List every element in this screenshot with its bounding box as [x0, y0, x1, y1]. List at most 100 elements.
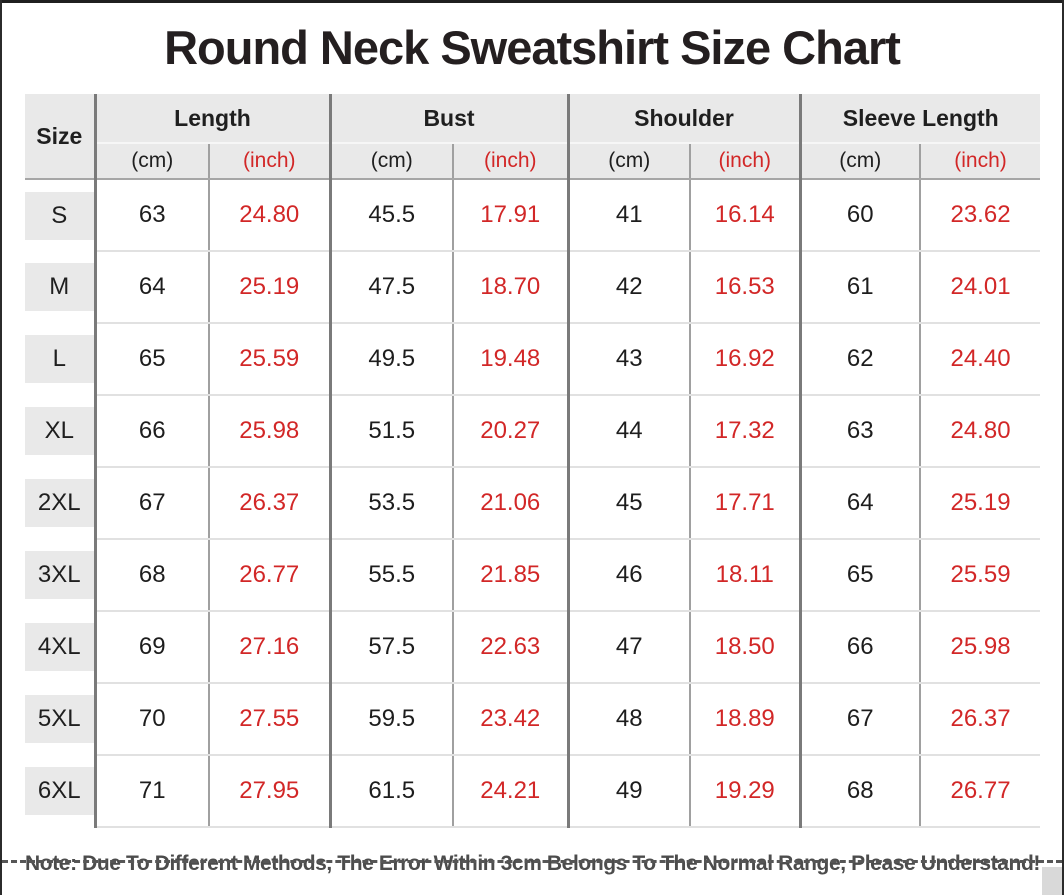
shoulder-cm-cell: 48 [566, 683, 690, 756]
size-label: XL [25, 407, 94, 455]
length-inch-cell: 24.80 [208, 179, 330, 252]
sleeve-inch-header: (inch) [919, 142, 1041, 180]
shoulder-cm-cell: 43 [566, 323, 690, 396]
sleeve-cm-cell: 68 [798, 755, 921, 828]
header-unit-row: (cm) (inch) (cm) (inch) (cm) (inch) (cm)… [25, 142, 1041, 180]
shoulder-cm-header: (cm) [566, 142, 690, 180]
sleeve-inch-cell: 23.62 [919, 179, 1041, 252]
bust-cm-cell: 49.5 [328, 323, 453, 396]
sleeve-inch-cell: 25.19 [919, 467, 1041, 540]
length-inch-cell: 26.77 [208, 539, 330, 612]
shoulder-inch-header: (inch) [688, 142, 801, 180]
frame-top-border [0, 0, 1064, 3]
bust-cm-cell: 57.5 [328, 611, 453, 684]
sleeve-inch-cell: 25.98 [919, 611, 1041, 684]
sleeve-cm-cell: 67 [798, 683, 921, 756]
sleeve-inch-cell: 26.77 [919, 755, 1041, 828]
length-cm-cell: 71 [93, 755, 209, 828]
table-row: L 65 25.59 49.5 19.48 43 16.92 62 24.40 [25, 323, 1041, 396]
bust-cm-cell: 51.5 [328, 395, 453, 468]
shoulder-cm-cell: 42 [566, 251, 690, 324]
size-label: M [25, 263, 94, 311]
bust-cm-cell: 55.5 [328, 539, 453, 612]
sleeve-cm-cell: 66 [798, 611, 921, 684]
shoulder-inch-cell: 18.11 [688, 539, 801, 612]
table-row: 4XL 69 27.16 57.5 22.63 47 18.50 66 25.9… [25, 611, 1041, 684]
size-chart-table: Size Length Bust Shoulder Sleeve Length … [25, 94, 1041, 828]
size-label: 2XL [25, 479, 94, 527]
sleeve-inch-cell: 26.37 [919, 683, 1041, 756]
length-cm-cell: 63 [93, 179, 209, 252]
bust-inch-header: (inch) [452, 142, 568, 180]
length-inch-header: (inch) [208, 142, 330, 180]
bust-cm-cell: 53.5 [328, 467, 453, 540]
frame-right-border [1062, 0, 1064, 895]
dashed-divider [2, 860, 1062, 863]
bust-inch-cell: 17.91 [452, 179, 568, 252]
size-label: 4XL [25, 623, 94, 671]
size-cell: 3XL [25, 539, 95, 611]
sleeve-inch-cell: 24.80 [919, 395, 1041, 468]
shoulder-inch-cell: 18.50 [688, 611, 801, 684]
shoulder-cm-cell: 46 [566, 539, 690, 612]
size-label: S [25, 191, 94, 240]
length-cm-cell: 66 [93, 395, 209, 468]
header-group-row: Size Length Bust Shoulder Sleeve Length [25, 94, 1041, 180]
size-cell: M [25, 251, 95, 323]
sleeve-inch-cell: 24.40 [919, 323, 1041, 396]
size-label: 3XL [25, 551, 94, 599]
size-cell: L [25, 323, 95, 395]
bust-inch-cell: 21.85 [452, 539, 568, 612]
table-row: 2XL 67 26.37 53.5 21.06 45 17.71 64 25.1… [25, 467, 1041, 540]
length-cm-cell: 64 [93, 251, 209, 324]
size-cell: 4XL [25, 611, 95, 683]
length-cm-header: (cm) [93, 142, 209, 180]
sleeve-cm-cell: 61 [798, 251, 921, 324]
shoulder-group-header: Shoulder [566, 94, 801, 143]
bust-cm-cell: 47.5 [328, 251, 453, 324]
page-title: Round Neck Sweatshirt Size Chart [164, 21, 901, 74]
shoulder-inch-cell: 17.71 [688, 467, 801, 540]
length-inch-cell: 25.19 [208, 251, 330, 324]
shoulder-inch-cell: 19.29 [688, 755, 801, 828]
shoulder-inch-cell: 18.89 [688, 683, 801, 756]
bust-inch-cell: 19.48 [452, 323, 568, 396]
shoulder-inch-cell: 16.53 [688, 251, 801, 324]
size-cell: 5XL [25, 683, 95, 755]
size-label: L [25, 335, 94, 383]
length-inch-cell: 25.98 [208, 395, 330, 468]
bust-cm-cell: 61.5 [328, 755, 453, 828]
length-inch-cell: 27.95 [208, 755, 330, 828]
table-row: XL 66 25.98 51.5 20.27 44 17.32 63 24.80 [25, 395, 1041, 468]
size-label: 5XL [25, 695, 94, 743]
bust-inch-cell: 24.21 [452, 755, 568, 828]
sleeve-cm-cell: 63 [798, 395, 921, 468]
bust-group-header: Bust [328, 94, 568, 143]
bust-cm-cell: 45.5 [328, 179, 453, 252]
shoulder-inch-cell: 17.32 [688, 395, 801, 468]
shoulder-cm-cell: 44 [566, 395, 690, 468]
size-cell: 2XL [25, 467, 95, 539]
bust-inch-cell: 18.70 [452, 251, 568, 324]
size-label: 6XL [25, 767, 94, 815]
length-cm-cell: 67 [93, 467, 209, 540]
size-cell: 6XL [25, 755, 95, 827]
length-inch-cell: 27.55 [208, 683, 330, 756]
table-row: 5XL 70 27.55 59.5 23.42 48 18.89 67 26.3… [25, 683, 1041, 756]
table-row: 3XL 68 26.77 55.5 21.85 46 18.11 65 25.5… [25, 539, 1041, 612]
frame-left-border [0, 0, 2, 895]
length-inch-cell: 25.59 [208, 323, 330, 396]
shoulder-inch-cell: 16.92 [688, 323, 801, 396]
length-cm-cell: 68 [93, 539, 209, 612]
size-cell: S [25, 179, 95, 251]
shoulder-inch-cell: 16.14 [688, 179, 801, 252]
sleeve-inch-cell: 25.59 [919, 539, 1041, 612]
note-text: Note: Due To Different Methods, The Erro… [25, 852, 1040, 875]
bust-inch-cell: 21.06 [452, 467, 568, 540]
length-inch-cell: 26.37 [208, 467, 330, 540]
bust-cm-header: (cm) [328, 142, 453, 180]
sleeve-cm-cell: 62 [798, 323, 921, 396]
bust-cm-cell: 59.5 [328, 683, 453, 756]
shoulder-cm-cell: 47 [566, 611, 690, 684]
sleeve-cm-cell: 60 [798, 179, 921, 252]
